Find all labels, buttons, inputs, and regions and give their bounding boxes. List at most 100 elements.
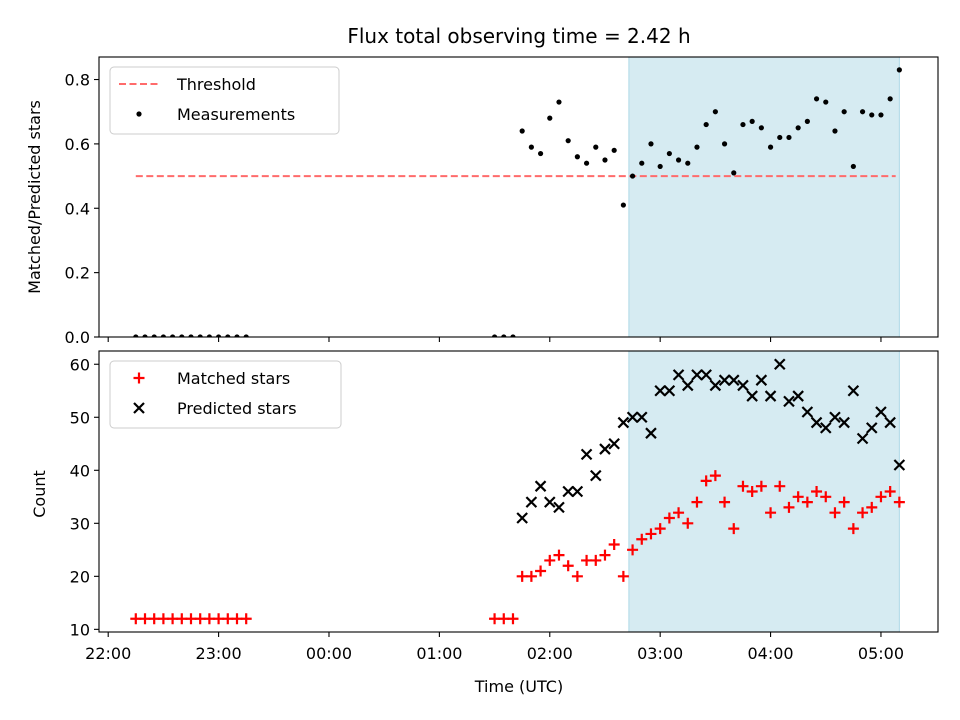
data-point bbox=[240, 613, 252, 625]
data-point bbox=[663, 384, 676, 397]
data-point bbox=[620, 202, 626, 208]
data-point bbox=[553, 501, 565, 514]
data-point bbox=[875, 406, 887, 418]
plot-area bbox=[133, 57, 902, 337]
plot-area bbox=[130, 351, 906, 632]
data-point bbox=[758, 125, 764, 131]
data-point bbox=[700, 475, 712, 487]
legend: Matched stars Predicted stars bbox=[109, 360, 342, 429]
data-point bbox=[213, 613, 225, 625]
data-point bbox=[528, 144, 534, 150]
legend-label: Predicted stars bbox=[177, 399, 297, 418]
data-point bbox=[611, 147, 617, 153]
data-point bbox=[838, 496, 850, 508]
data-point bbox=[133, 334, 139, 337]
data-point bbox=[648, 141, 654, 147]
data-point bbox=[801, 406, 814, 418]
data-point bbox=[675, 157, 682, 163]
data-point bbox=[850, 163, 856, 170]
data-point bbox=[765, 507, 777, 519]
data-point bbox=[728, 523, 740, 535]
legend-box bbox=[109, 360, 342, 429]
data-point bbox=[157, 613, 169, 625]
data-point bbox=[685, 160, 691, 166]
data-point bbox=[654, 523, 666, 535]
data-point bbox=[672, 369, 685, 381]
data-point bbox=[691, 496, 703, 508]
data-point bbox=[820, 491, 832, 503]
data-point bbox=[878, 112, 884, 118]
data-point bbox=[865, 422, 878, 434]
data-point bbox=[875, 491, 887, 503]
data-point bbox=[893, 459, 906, 471]
ratio-panel: 0.0 0.2 0.4 0.6 0.8 Threshold Measurements bbox=[65, 56, 939, 347]
data-point bbox=[773, 358, 786, 371]
data-point bbox=[847, 384, 860, 397]
data-point bbox=[525, 496, 538, 508]
data-point bbox=[215, 334, 222, 337]
data-point bbox=[829, 411, 841, 424]
data-point bbox=[832, 128, 838, 134]
data-point bbox=[795, 125, 801, 131]
data-point bbox=[810, 416, 823, 429]
y-tick-label: 10 bbox=[70, 620, 90, 639]
legend-swatch-marker bbox=[136, 111, 142, 117]
x-tick-label: 04:00 bbox=[748, 644, 794, 663]
data-point bbox=[884, 416, 896, 429]
axes-frame bbox=[98, 56, 939, 338]
data-point bbox=[700, 369, 712, 381]
y-tick-label: 0.8 bbox=[65, 71, 90, 90]
legend: Threshold Measurements bbox=[109, 66, 340, 135]
x-tick-label: 23:00 bbox=[196, 644, 242, 663]
data-point bbox=[635, 411, 648, 424]
data-point bbox=[617, 416, 630, 429]
bottom-y-axis-label: Count bbox=[30, 470, 49, 518]
data-point bbox=[783, 395, 795, 408]
data-point bbox=[866, 501, 878, 513]
data-point bbox=[206, 334, 212, 337]
y-tick-label: 40 bbox=[70, 461, 90, 480]
data-point bbox=[544, 496, 556, 508]
data-point bbox=[130, 613, 142, 625]
data-point bbox=[626, 411, 639, 424]
observing-window-span bbox=[628, 351, 900, 632]
data-point bbox=[663, 512, 675, 524]
data-point bbox=[718, 374, 731, 386]
x-tick-label: 03:00 bbox=[637, 644, 683, 663]
data-point bbox=[583, 160, 590, 166]
data-point bbox=[749, 118, 755, 124]
data-point bbox=[786, 134, 792, 141]
y-tick-label: 0.6 bbox=[65, 135, 90, 154]
data-point bbox=[176, 613, 188, 625]
data-point bbox=[694, 144, 700, 150]
data-point bbox=[185, 613, 197, 625]
data-point bbox=[571, 570, 583, 582]
data-point bbox=[148, 613, 160, 625]
data-point bbox=[188, 334, 194, 337]
data-point bbox=[896, 67, 902, 73]
data-point bbox=[562, 560, 574, 572]
data-point bbox=[666, 150, 672, 157]
series-measurements bbox=[133, 67, 902, 337]
x-tick-label: 22:00 bbox=[85, 644, 131, 663]
legend-label: Measurements bbox=[177, 105, 295, 124]
data-point bbox=[721, 141, 728, 147]
data-point bbox=[544, 554, 556, 566]
data-point bbox=[225, 334, 231, 337]
data-point bbox=[654, 384, 666, 397]
data-point bbox=[142, 334, 148, 337]
data-point bbox=[608, 438, 620, 450]
y-tick-label: 30 bbox=[70, 514, 90, 533]
data-point bbox=[599, 443, 611, 455]
x-axis-label: Time (UTC) bbox=[474, 677, 563, 696]
data-point bbox=[553, 549, 565, 561]
series-matched-stars bbox=[130, 470, 905, 625]
data-point bbox=[580, 448, 593, 461]
data-point bbox=[856, 432, 869, 445]
data-point bbox=[764, 390, 777, 402]
data-point bbox=[737, 480, 749, 492]
data-point bbox=[740, 121, 746, 128]
data-point bbox=[645, 528, 657, 540]
axes-frame bbox=[98, 350, 939, 633]
